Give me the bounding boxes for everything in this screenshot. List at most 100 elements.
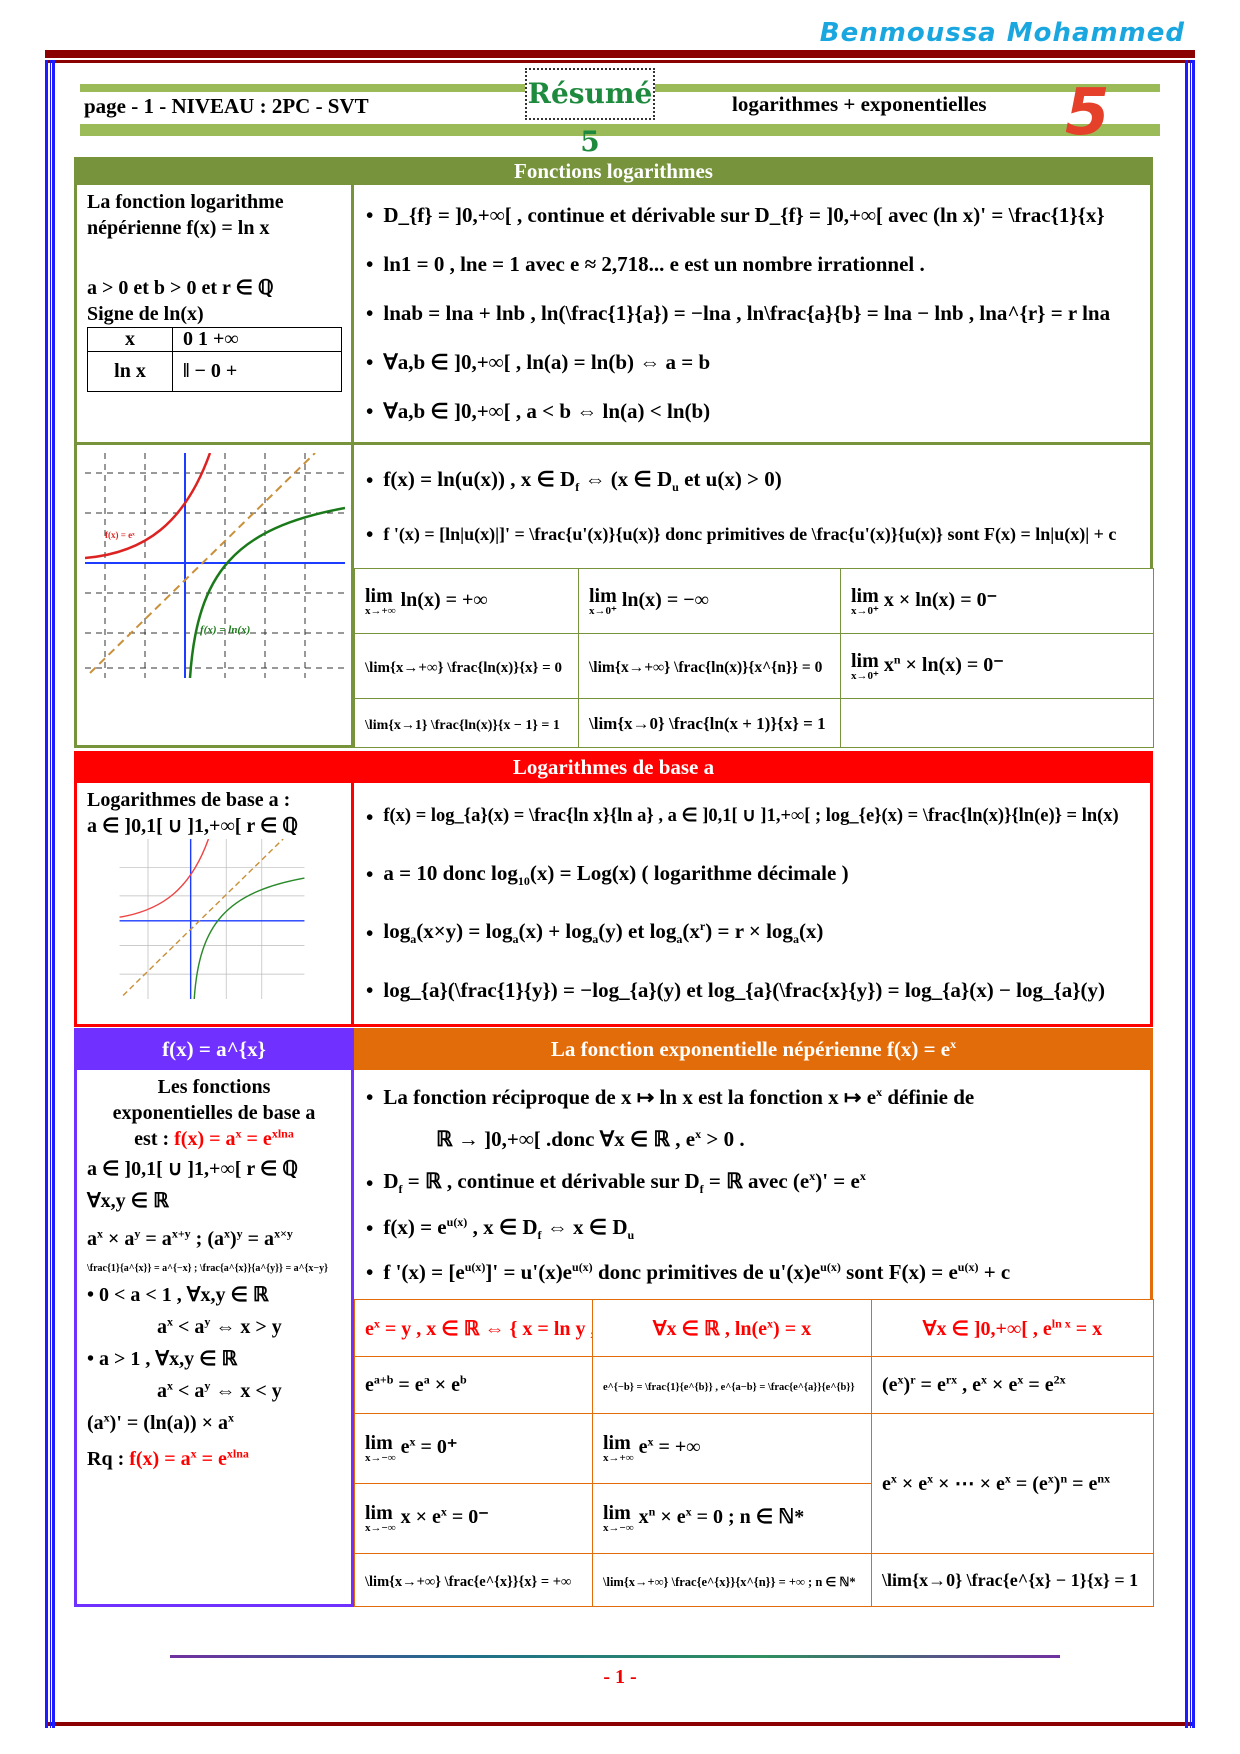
section-title-exp-base: f(x) = a^{x}: [74, 1028, 354, 1070]
exp-base-cell: Les fonctions exponentielles de base a e…: [74, 1070, 354, 1607]
exp-properties: • La fonction réciproque de x ↦ ln x est …: [354, 1070, 1153, 1299]
grid-row: lim x→−∞ ex = 0⁺ lim x→+∞ ex = +∞ ex × ex × …: [354, 1412, 1154, 1555]
formula-cell: \lim{x→+∞} \frac{e^{x}}{x^{n}} = +∞ ; n …: [592, 1553, 872, 1607]
chapter-title: logarithmes + exponentielles: [732, 92, 987, 116]
exp-bullet: • Df = ℝ , continue et dérivable sur Df =…: [366, 1169, 866, 1197]
formula: • a > 1 , ∀x,y ∈ ℝ: [87, 1348, 238, 1370]
grid-row: \lim{x→+∞} \frac{e^{x}}{x} = +∞ \lim{x→+∞…: [354, 1553, 1154, 1607]
limit: lim x→+∞: [365, 584, 396, 617]
formula-cell: \lim{x→+∞} \frac{ln(x)}{x^{n}} = 0: [578, 633, 841, 700]
footer-line: [170, 1655, 1060, 1658]
formula: f(x) = log_{a}(x) = \frac{ln x}{ln a} , …: [383, 806, 1119, 827]
formula: log_{a}(\frac{1}{y}) = −log_{a}(y) et lo…: [383, 977, 1106, 1002]
grid-row: lim x→+∞ ln(x) = +∞ lim x→0⁺ ln(x) = −∞ lim x…: [354, 567, 1154, 635]
formula: ∀x,y ∈ ℝ: [87, 1190, 169, 1212]
header-band-bottom: [80, 124, 1160, 136]
formula-cell: lim x→−∞ ex = 0⁺: [354, 1412, 593, 1484]
grid-row: \lim{x→1} \frac{ln(x)}{x − 1} = 1 \lim{x→…: [354, 698, 1154, 748]
limit: lim x→0⁺: [851, 649, 879, 682]
formula: ∀a,b ∈ ]0,+∞[ , a < b ⇔ ln(a) < ln(b): [383, 399, 711, 424]
ln-bullet: • lnab = lna + lnb , ln(\frac{1}{a}) = −l…: [366, 301, 1111, 326]
ln-def-line2: népérienne f(x) = ln x: [87, 217, 270, 239]
grid-row: ex = y , x ∈ ℝ ⇔ { x = ln y , y > 0 } ∀x …: [354, 1298, 1154, 1358]
formula: loga(x×y) = loga(x) + loga(y) et loga(xr…: [383, 919, 824, 947]
formula-cell: ex × ex × ⋯ × ex = (ex)n = enx: [871, 1412, 1154, 1555]
formula-cell: [840, 698, 1154, 748]
formula: ea+b = ea × eb: [365, 1372, 467, 1397]
formula: ax × ay = ax+y ; (ax)y = ax×y: [87, 1226, 293, 1250]
log-base-graph: [119, 838, 305, 1000]
formula: \lim{x→0} \frac{ln(x + 1)}{x} = 1: [589, 713, 826, 733]
formula: ∀x ∈ ℝ , ln(ex) = x: [652, 1315, 812, 1340]
formula: ∀a,b ∈ ]0,+∞[ , ln(a) = ln(b) ⇔ a = b: [383, 350, 711, 375]
log-base-bullet: • log_{a}(\frac{1}{y}) = −log_{a}(y) et l…: [366, 977, 1106, 1002]
ln-conditions: a > 0 et b > 0 et r ∈ ℚ: [87, 277, 274, 299]
formula-cell: ex = y , x ∈ ℝ ⇔ { x = ln y , y > 0 }: [354, 1298, 593, 1358]
formula-cell: \lim{x→+∞} \frac{e^{x}}{x} = +∞: [354, 1553, 593, 1607]
formula: ℝ → ]0,+∞[ .donc ∀x ∈ ℝ , ex > 0 .: [436, 1127, 745, 1152]
limit: lim x→0⁺: [851, 584, 879, 617]
formula: ∀x ∈ ]0,+∞[ , eln x = x: [922, 1315, 1103, 1340]
exp-base-title2: exponentielles de base a: [112, 1102, 316, 1124]
exp-curve-label: f(x) = eˣ: [105, 530, 135, 540]
ln-definition-cell: La fonction logarithme népérienne f(x) =…: [74, 185, 354, 445]
formula: lim x→0⁺ x × ln(x) = 0⁻: [851, 584, 998, 617]
formula-cell: lim x→−∞ xn × ex = 0 ; n ∈ ℕ*: [592, 1482, 872, 1555]
formula: ln1 = 0 , lne = 1 avec e ≈ 2,718... e es…: [383, 252, 925, 277]
formula-cell: lim x→0⁺ ln(x) = −∞: [578, 567, 841, 635]
ln-bullet: • ∀a,b ∈ ]0,+∞[ , ln(a) = ln(b) ⇔ a = b: [366, 350, 711, 375]
formula: lim x→−∞ x × ex = 0⁻: [365, 1502, 489, 1535]
section-title-log: Fonctions logarithmes: [74, 157, 1153, 185]
formula: lnab = lna + lnb , ln(\frac{1}{a}) = −ln…: [383, 301, 1111, 326]
exp-bullet: • f(x) = eu(x) , x ∈ Df ⇔ x ∈ Du: [366, 1214, 635, 1242]
author-name: Benmoussa Mohammed: [819, 18, 1185, 48]
formula: \lim{x→+∞} \frac{e^{x}}{x^{n}} = +∞ ; n …: [603, 1574, 856, 1589]
exp-bullet: • f '(x) = [eu(x)]' = u'(x)eu(x) donc pri…: [366, 1259, 1011, 1284]
formula: f '(x) = [ln|u(x)|]' = \frac{u'(x)}{u(x)…: [383, 523, 1117, 544]
sign-x-values: 0 1 +∞: [172, 327, 342, 352]
formula: f(x) = ax = exlna: [174, 1126, 294, 1150]
exp-bullet: • La fonction réciproque de x ↦ ln x est …: [366, 1084, 975, 1109]
formula-cell: \lim{x→+∞} \frac{ln(x)}{x} = 0: [354, 633, 579, 700]
ln-composition: • f(x) = ln(u(x)) , x ∈ Df ⇔ (x ∈ Du et u…: [354, 445, 1153, 568]
log-base-title: Logarithmes de base a :: [87, 789, 291, 811]
section-title-log-base: Logarithmes de base a: [74, 751, 1153, 783]
formula: lim x→+∞ ln(x) = +∞: [365, 584, 488, 617]
ln-exp-graph: f(x) = ln(x) f(x) = eˣ: [84, 452, 346, 679]
page-level: page - 1 - NIVEAU : 2PC - SVT: [84, 94, 369, 118]
sign-title: Signe de ln(x): [87, 303, 204, 325]
log-base-bullet: • loga(x×y) = loga(x) + loga(y) et loga(x…: [366, 919, 824, 947]
limit: lim x→0⁺: [589, 584, 617, 617]
formula: a ∈ ]0,1[ ∪ ]1,+∞[ r ∈ ℚ: [87, 1158, 299, 1180]
log-base-bullet: • f(x) = log_{a}(x) = \frac{ln x}{ln a} ,…: [366, 804, 1119, 829]
primitive-bullet: • f '(x) = [ln|u(x)|]' = \frac{u'(x)}{u(x…: [366, 521, 1117, 546]
top-divider-thin: [45, 60, 1195, 63]
formula: \lim{x→+∞} \frac{ln(x)}{x^{n}} = 0: [589, 658, 823, 676]
formula: ax < ay ⇔ x > y: [157, 1314, 282, 1338]
formula: ex × ex × ⋯ × ex = (ex)n = enx: [882, 1471, 1111, 1495]
formula: \lim{x→0} \frac{e^{x} − 1}{x} = 1: [882, 1569, 1139, 1590]
formula-cell: \lim{x→0} \frac{ln(x + 1)}{x} = 1: [578, 698, 841, 748]
grid-row: \lim{x→+∞} \frac{ln(x)}{x} = 0 \lim{x→+∞}…: [354, 633, 1154, 700]
ln-bullet: • ln1 = 0 , lne = 1 avec e ≈ 2,718... e e…: [366, 252, 925, 277]
formula: lim x→+∞ ex = +∞: [603, 1431, 701, 1464]
ln-limits-grid: lim x→+∞ ln(x) = +∞ lim x→0⁺ ln(x) = −∞ lim x…: [354, 567, 1154, 748]
ln-curve: [188, 506, 346, 679]
exp-base-title: f(x) = a^{x}: [162, 1036, 266, 1061]
formula: \frac{1}{a^{x}} = a^{−x} ; \frac{a^{x}}{…: [87, 1263, 329, 1274]
ln-bullet: • D_{f} = ]0,+∞[ , continue et dérivable …: [366, 203, 1105, 228]
formula: lim x→−∞ ex = 0⁺: [365, 1431, 458, 1464]
limit: lim x→−∞: [365, 1502, 396, 1535]
exp-curve: [84, 452, 212, 560]
formula-cell: lim x→+∞ ln(x) = +∞: [354, 567, 579, 635]
formula-cell: lim x→−∞ x × ex = 0⁻: [354, 1482, 593, 1555]
formula: \lim{x→+∞} \frac{e^{x}}{x} = +∞: [365, 1573, 572, 1590]
grid-row: lim x→−∞ x × ex = 0⁻ lim x→−∞ xn × ex = 0 ;…: [354, 1482, 1154, 1555]
formula: D_{f} = ]0,+∞[ , continue et dérivable s…: [383, 203, 1105, 228]
ln-curve-label: f(x) = ln(x): [200, 624, 250, 636]
grid-row: ea+b = ea × eb e^{−b} = \frac{1}{e^{b}} ,…: [354, 1356, 1154, 1414]
sign-x: x: [87, 327, 173, 352]
formula: f(x) = ax = exlna: [129, 1446, 249, 1470]
formula-cell: e^{−b} = \frac{1}{e^{b}} , e^{a−b} = \fr…: [592, 1356, 872, 1414]
